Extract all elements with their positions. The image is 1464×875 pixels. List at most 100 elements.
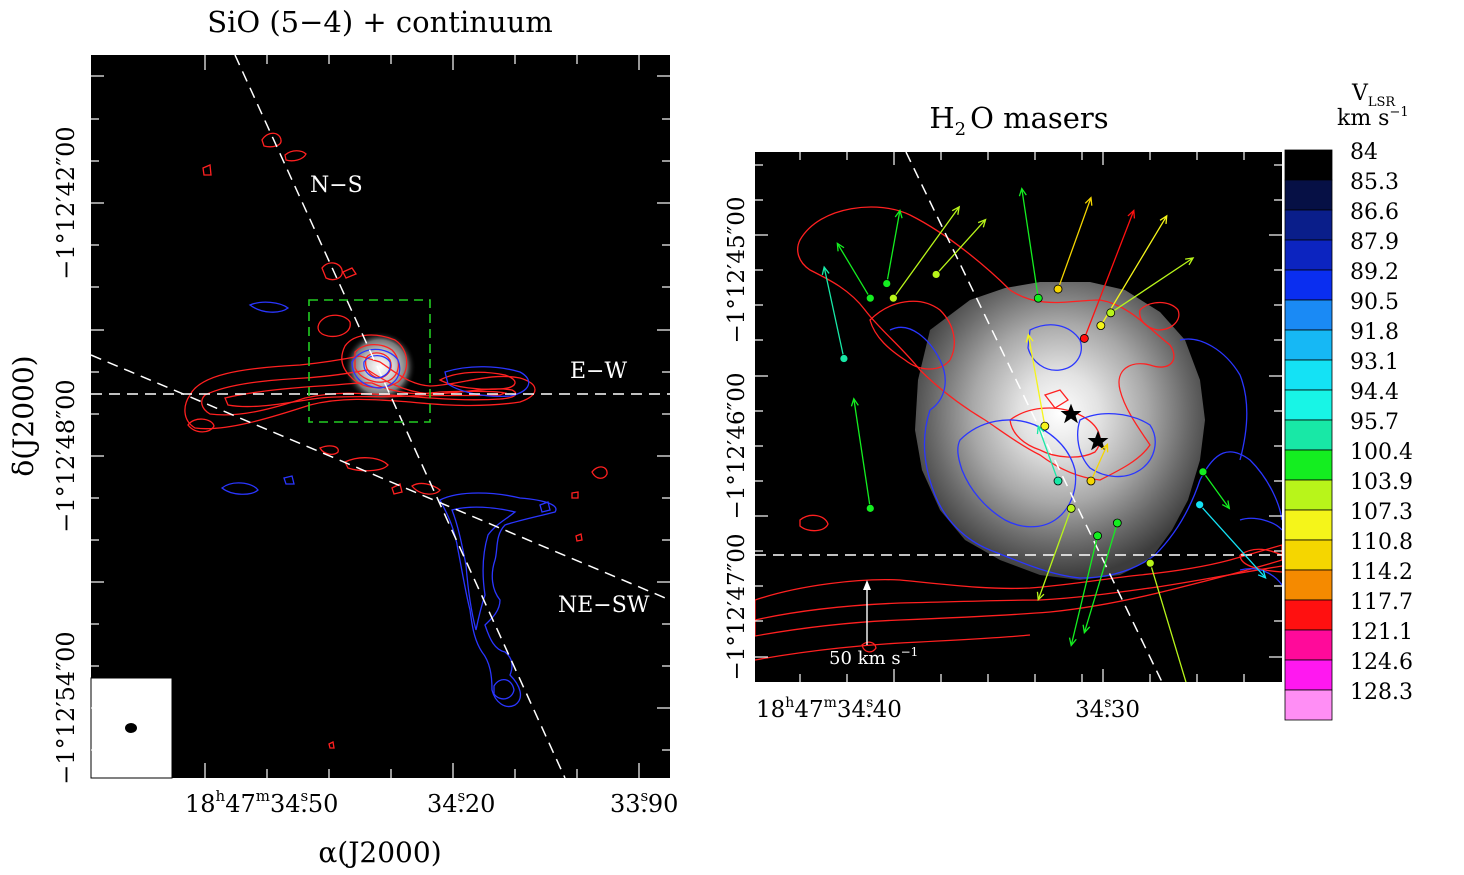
- left-ytick-label: −1°12′54″00: [52, 631, 80, 784]
- maser-vector-head: [1221, 500, 1231, 510]
- right-xtick-label-2: 34s.30: [1075, 695, 1140, 723]
- maser-vector: [1202, 471, 1230, 509]
- colorbar-tick-label: 110.8: [1350, 530, 1413, 555]
- maser-vector: [892, 206, 960, 299]
- outflow-axes: [91, 55, 670, 778]
- maser-spot: [865, 293, 875, 303]
- colorbar-cell: [1284, 629, 1333, 661]
- colorbar-cell: [1284, 659, 1333, 691]
- maser-vector-head: [1036, 424, 1045, 435]
- maser-layer: [821, 187, 1267, 682]
- nesw-axis: [91, 354, 670, 601]
- sio-red-contours: [184, 132, 608, 749]
- maser-vector-head: [1036, 591, 1045, 602]
- maser-vector: [1100, 215, 1168, 326]
- colorbar-cells: 84 85.3 86.6 87.9 89.2 90.5 91.8 93.1 94.4 95.7 10…: [1284, 140, 1413, 721]
- left-ytick-label: −1°12′48″00: [52, 379, 80, 532]
- maser-vector: [1021, 188, 1039, 299]
- scale-bar-label: 50 km s−1: [829, 645, 918, 669]
- maser-vector: [853, 398, 871, 509]
- maser-vector-head: [951, 205, 961, 215]
- label-ew: E−W: [570, 359, 627, 384]
- maser-axes: [755, 152, 1282, 682]
- colorbar-cell: [1284, 329, 1333, 361]
- maser-spot: [1106, 308, 1116, 318]
- colorbar-cell: [1284, 179, 1333, 211]
- right-ytick-label: −1°12′47″00: [724, 533, 750, 680]
- maser-vector: [1149, 563, 1187, 682]
- left-ticks: [91, 55, 670, 778]
- maser-red-contours: [755, 206, 1282, 661]
- colorbar-tick-label: 124.6: [1350, 650, 1413, 675]
- maser-spot: [1096, 321, 1106, 331]
- colorbar-tick-label: 103.9: [1350, 470, 1413, 495]
- maser-spot: [882, 279, 892, 288]
- left-panel-title: SiO (5−4) + continuum: [207, 5, 553, 39]
- maser-vector-head: [1082, 624, 1091, 635]
- continuum-emission: [915, 282, 1205, 580]
- maser-spot: [1079, 334, 1089, 343]
- maser-vector: [1037, 425, 1059, 482]
- ns-axis: [234, 55, 566, 778]
- label-nesw: NE−SW: [558, 593, 650, 618]
- label-ns: N−S: [310, 173, 363, 198]
- colorbar-tick-label: 85.3: [1350, 170, 1399, 195]
- maser-vector-head: [977, 218, 987, 228]
- maser-spot: [888, 293, 898, 303]
- maser-vector-head: [1159, 214, 1168, 224]
- beam-ellipse: [125, 723, 137, 733]
- maser-vector: [886, 210, 901, 284]
- maser-spot: [1040, 421, 1050, 431]
- left-plot-area: [91, 55, 670, 778]
- colorbar-cell: [1284, 449, 1333, 481]
- colorbar-cell: [1284, 509, 1333, 541]
- maser-vector-head: [1025, 333, 1034, 343]
- maser-spot: [1145, 558, 1155, 568]
- star-markers: [1060, 403, 1109, 451]
- colorbar-cell: [1284, 539, 1333, 571]
- maser-spot: [1053, 476, 1063, 486]
- maser-vector-head: [836, 242, 845, 252]
- maser-vector: [1110, 257, 1194, 314]
- maser-vector: [823, 267, 845, 359]
- maser-vector: [1083, 210, 1135, 339]
- maser-vector: [1070, 535, 1099, 646]
- colorbar-tick-label: 93.1: [1350, 350, 1399, 375]
- colorbar-cell: [1284, 149, 1333, 181]
- colorbar-tick-label: 95.7: [1350, 410, 1399, 435]
- colorbar-tick-label: 90.5: [1350, 290, 1399, 315]
- maser-vector-head: [1127, 209, 1136, 219]
- left-ylabel: δ(J2000): [7, 355, 40, 476]
- maser-vector: [935, 219, 987, 275]
- maser-vector: [1199, 504, 1267, 579]
- maser-ns-axis: [905, 152, 1163, 682]
- colorbar-cell: [1284, 359, 1333, 391]
- left-xlabel: α(J2000): [318, 836, 441, 869]
- right-panel: H2 O masers: [724, 101, 1282, 723]
- colorbar-tick-label: 117.7: [1350, 590, 1413, 615]
- maser-spot: [865, 503, 875, 513]
- colorbar-tick-label: 128.3: [1350, 680, 1413, 705]
- maser-vector-head: [1018, 187, 1027, 197]
- colorbar-cell: [1284, 569, 1333, 601]
- maser-vector: [1090, 444, 1109, 482]
- left-xtick-label-3: 33s.90: [610, 787, 678, 818]
- colorbar-cell: [1284, 419, 1333, 451]
- colorbar-cell: [1284, 599, 1333, 631]
- colorbar-cell: [1284, 239, 1333, 271]
- maser-vector-head: [821, 265, 830, 276]
- maser-spot: [1198, 467, 1208, 477]
- colorbar-tick-label: 84: [1350, 140, 1378, 165]
- maser-vector-head: [1100, 443, 1109, 453]
- maser-spot: [1093, 531, 1102, 541]
- right-ytick-label: −1°12′46″00: [724, 372, 750, 519]
- velocity-colorbar: VLSR km s−1 84 85.3 86.6 87.9 89.2 90.5 91.8 93…: [1284, 81, 1413, 721]
- colorbar-title-line1: VLSR: [1351, 81, 1396, 110]
- colorbar-tick-label: 86.6: [1350, 200, 1399, 225]
- maser-spot: [1033, 293, 1043, 303]
- left-ytick-label: −1°12′42″00: [52, 126, 80, 279]
- star-marker-2: [1087, 430, 1109, 451]
- colorbar-tick-label: 100.4: [1350, 440, 1413, 465]
- colorbar-cell: [1284, 389, 1333, 421]
- maser-spot: [1195, 500, 1205, 510]
